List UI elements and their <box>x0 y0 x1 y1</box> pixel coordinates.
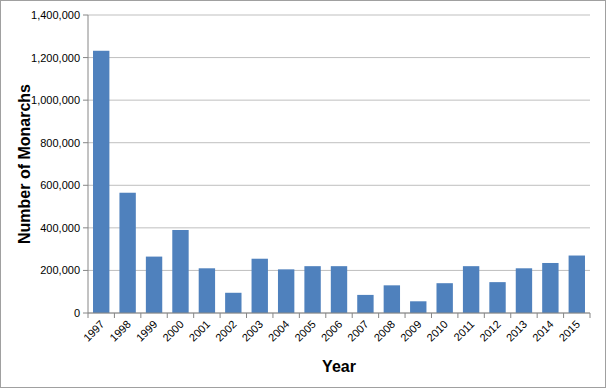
y-tick-label: 1,400,000 <box>31 9 80 21</box>
y-tick <box>83 313 88 314</box>
bar <box>384 285 400 313</box>
bar <box>542 263 558 313</box>
x-tick <box>563 313 564 318</box>
x-tick-label: 2012 <box>477 318 503 344</box>
bar <box>489 282 505 313</box>
y-tick <box>83 100 88 101</box>
x-tick <box>510 313 511 318</box>
chart-border <box>1 1 606 388</box>
x-tick <box>299 313 300 318</box>
x-axis-title: Year <box>322 358 356 375</box>
y-tick-label: 600,000 <box>40 179 80 191</box>
bar <box>278 269 294 313</box>
x-tick-label: 2000 <box>160 318 186 344</box>
x-tick <box>167 313 168 318</box>
grid-line <box>88 313 590 314</box>
y-tick-label: 1,000,000 <box>31 94 80 106</box>
bar <box>225 293 241 313</box>
x-tick <box>590 313 591 318</box>
x-tick-label: 2010 <box>424 318 450 344</box>
bar <box>410 301 426 313</box>
bar <box>93 51 109 313</box>
y-tick-label: 800,000 <box>40 137 80 149</box>
x-tick <box>405 313 406 318</box>
grid-line <box>88 142 590 143</box>
x-tick <box>431 313 432 318</box>
bar <box>119 193 135 313</box>
x-tick-label: 2005 <box>292 318 318 344</box>
y-tick-label: 200,000 <box>40 264 80 276</box>
y-tick <box>83 15 88 16</box>
x-tick-label: 2014 <box>530 318 556 344</box>
bar <box>357 295 373 313</box>
x-tick <box>352 313 353 318</box>
bar <box>199 268 215 313</box>
x-axis <box>88 313 590 314</box>
grid-line <box>88 227 590 228</box>
x-tick-label: 2009 <box>398 318 424 344</box>
bar <box>463 266 479 313</box>
y-tick-label: 400,000 <box>40 222 80 234</box>
grid-line <box>88 15 590 16</box>
x-tick <box>88 313 89 318</box>
x-tick <box>272 313 273 318</box>
chart: 0 200,000 400,000 600,000 800,000 1,000,000 1,… <box>0 0 606 388</box>
x-tick <box>325 313 326 318</box>
x-tick-label: 2013 <box>504 318 530 344</box>
y-tick <box>83 270 88 271</box>
grid-line <box>88 57 590 58</box>
bar <box>304 266 320 313</box>
x-tick <box>484 313 485 318</box>
bar <box>331 266 347 313</box>
x-tick-label: 2002 <box>213 318 239 344</box>
y-tick <box>83 57 88 58</box>
grid-line <box>88 185 590 186</box>
x-tick-label: 1999 <box>134 318 160 344</box>
y-axis <box>88 15 89 313</box>
bar <box>172 230 188 313</box>
bar <box>146 257 162 313</box>
x-tick-label: 2006 <box>319 318 345 344</box>
x-tick-label: 2003 <box>239 318 265 344</box>
x-tick-label: 2001 <box>187 318 213 344</box>
y-tick <box>83 185 88 186</box>
x-tick-label: 1998 <box>107 318 133 344</box>
bar <box>569 256 585 313</box>
x-tick <box>140 313 141 318</box>
x-tick-label: 2008 <box>371 318 397 344</box>
bars <box>93 51 585 313</box>
bar <box>516 268 532 313</box>
y-tick-label: 1,200,000 <box>31 52 80 64</box>
y-axis-title: Number of Monarchs <box>16 84 33 244</box>
x-tick <box>220 313 221 318</box>
bar <box>252 259 268 313</box>
x-tick-label: 2004 <box>266 318 292 344</box>
x-tick-label: 2007 <box>345 318 371 344</box>
x-tick-label: 2011 <box>451 318 476 343</box>
x-tick <box>378 313 379 318</box>
x-tick <box>193 313 194 318</box>
x-tick <box>246 313 247 318</box>
x-tick-label: 2015 <box>556 318 582 344</box>
bar <box>436 283 452 313</box>
x-tick <box>537 313 538 318</box>
grid-line <box>88 100 590 101</box>
x-tick-label: 1997 <box>81 318 107 344</box>
y-tick-label: 0 <box>74 307 80 319</box>
x-tick <box>114 313 115 318</box>
y-tick <box>83 142 88 143</box>
x-tick <box>457 313 458 318</box>
y-tick <box>83 227 88 228</box>
